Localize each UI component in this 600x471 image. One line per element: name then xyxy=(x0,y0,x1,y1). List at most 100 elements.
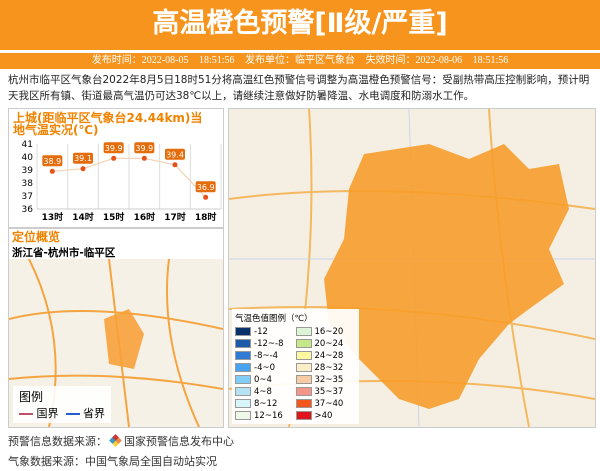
temp-range-label: 35~37 xyxy=(314,387,344,397)
temp-swatch xyxy=(295,327,312,336)
data-label: 36.9 xyxy=(197,183,215,192)
source-label: 预警信息数据来源： xyxy=(8,435,107,448)
warning-source: 预警信息数据来源： 国家预警信息发布中心 xyxy=(8,433,234,449)
y-tick-label: 40 xyxy=(22,153,34,163)
data-label: 39.1 xyxy=(74,154,92,163)
chart-title: 上城(距临平区气象台24.44km)当地气温实况(℃) xyxy=(13,111,203,137)
data-point xyxy=(111,155,117,161)
temp-range-label: >40 xyxy=(314,411,333,421)
warning-center-logo-icon xyxy=(109,434,122,447)
temp-swatch xyxy=(295,339,312,348)
temp-legend-item: -12 xyxy=(235,327,296,337)
issue-time: 发布时间：2022-08-05 18:51:56 xyxy=(91,55,235,66)
temperature-color-legend: 气温色值图例（℃） -12 16~20 -12~-8 20~24 -8~-4 24~28 -… xyxy=(232,309,359,424)
temp-legend-item: 24~28 xyxy=(295,351,357,361)
data-label-box xyxy=(42,155,63,167)
temp-swatch xyxy=(235,375,251,384)
temp-swatch xyxy=(295,375,312,384)
data-label-box xyxy=(73,152,93,164)
y-tick-label: 38 xyxy=(22,179,34,189)
location-text: 浙江省-杭州市-临平区 xyxy=(12,247,116,259)
warning-description: 杭州市临平区气象台2022年8月5日18时51分将高温红色预警信号调整为高温橙色… xyxy=(8,74,590,102)
temp-range-label: 0~4 xyxy=(254,375,272,385)
temp-legend-item: 8~12 xyxy=(235,399,296,409)
temp-range-label: 24~28 xyxy=(314,351,344,361)
temp-legend-item: 32~35 xyxy=(295,375,357,385)
temp-range-label: -4~0 xyxy=(254,363,276,373)
temp-legend-item: -4~0 xyxy=(235,363,296,373)
y-tick-label: 39 xyxy=(22,166,34,176)
data-label-box xyxy=(165,148,185,160)
data-label: 39.9 xyxy=(105,144,123,153)
temp-range-label: 12~16 xyxy=(254,411,283,421)
temp-range-label: -8~-4 xyxy=(254,351,279,361)
expire-time: 失效时间：2022-08-06 18:51:56 xyxy=(365,55,509,66)
data-point xyxy=(172,162,178,168)
temperature-chart-panel: 上城(距临平区气象台24.44km)当地气温实况(℃) 36 37 38 39 40 41… xyxy=(8,108,224,228)
temp-range-label: 32~35 xyxy=(314,375,344,385)
map-legend-title: 图例 xyxy=(19,390,44,404)
temp-swatch xyxy=(235,387,251,396)
temp-swatch xyxy=(235,411,251,420)
temp-swatch xyxy=(235,339,251,348)
temperature-chart: 36 37 38 39 40 41 38.9 13时 39.1 14时 39.9 15时 39.9 16时… xyxy=(22,140,222,223)
national-border-swatch xyxy=(19,413,33,415)
data-label-box xyxy=(195,181,216,193)
temp-legend-item: 35~37 xyxy=(295,387,357,397)
national-border-label: 国界 xyxy=(36,407,59,420)
overview-map[interactable]: 图例 国界 省界 xyxy=(9,259,223,427)
temp-swatch xyxy=(235,399,251,408)
temp-range-label: 20~24 xyxy=(314,339,344,349)
temp-range-label: 28~32 xyxy=(314,363,344,373)
temp-legend-item: 37~40 xyxy=(295,399,357,409)
temp-legend-item: 12~16 xyxy=(235,411,296,421)
warning-meta: 发布时间：2022-08-05 18:51:56 发布单位：临平区气象台 失效时… xyxy=(0,53,600,69)
temp-legend-item: 20~24 xyxy=(295,339,357,349)
temp-range-label: 37~40 xyxy=(314,399,344,409)
series-line xyxy=(52,157,207,198)
data-point xyxy=(203,194,209,200)
temp-legend-item: 0~4 xyxy=(235,375,296,385)
y-tick-label: 41 xyxy=(22,140,33,150)
temp-legend-item: >40 xyxy=(295,411,357,421)
province-border-swatch xyxy=(65,413,80,415)
temp-range-label: -12~-8 xyxy=(254,339,284,349)
temp-swatch xyxy=(295,387,312,396)
warning-title: 高温橙色预警[Ⅱ级/严重] xyxy=(0,0,600,50)
temp-swatch xyxy=(235,351,251,360)
temp-legend-item: 4~8 xyxy=(235,387,296,397)
temp-legend-item: 28~32 xyxy=(295,363,357,373)
x-tick-label: 15时 xyxy=(103,211,125,223)
overview-roads xyxy=(9,259,223,427)
temp-swatch xyxy=(235,327,251,336)
x-tick-label: 17时 xyxy=(164,211,186,223)
temp-swatch xyxy=(295,411,312,420)
temp-swatch xyxy=(295,363,312,372)
temp-swatch xyxy=(295,351,312,360)
location-panel: 定位概览 浙江省-杭州市-临平区 图例 国界 省界 xyxy=(8,228,224,428)
source-name: 国家预警信息发布中心 xyxy=(124,435,234,448)
map-legend: 图例 国界 省界 xyxy=(13,386,111,423)
map-layer xyxy=(229,109,595,427)
data-label: 39.9 xyxy=(135,144,153,153)
x-tick-label: 14时 xyxy=(72,211,94,223)
temp-range-label: 4~8 xyxy=(254,387,272,397)
data-label: 38.9 xyxy=(43,157,61,166)
temp-range-label: -12 xyxy=(254,327,268,337)
x-tick-label: 16时 xyxy=(134,211,156,223)
weather-data-source: 气象数据来源：中国气象局全国自动站实况 xyxy=(8,455,217,468)
temp-legend-item: 16~20 xyxy=(295,327,357,337)
temp-swatch xyxy=(235,363,251,372)
y-tick-label: 36 xyxy=(22,205,34,215)
data-point xyxy=(141,155,147,161)
data-label-box xyxy=(103,142,124,154)
x-tick-label: 13时 xyxy=(42,211,64,223)
data-point xyxy=(80,166,86,172)
data-label: 39.4 xyxy=(166,150,184,159)
temp-range-label: 8~12 xyxy=(254,399,278,409)
temp-legend-title: 气温色值图例（℃） xyxy=(235,314,313,324)
temperature-map[interactable]: 气温色值图例（℃） -12 16~20 -12~-8 20~24 -8~-4 24~28 -… xyxy=(228,108,596,428)
data-point xyxy=(49,168,55,174)
location-title: 定位概览 xyxy=(12,230,61,244)
x-tick-label: 18时 xyxy=(195,211,217,223)
